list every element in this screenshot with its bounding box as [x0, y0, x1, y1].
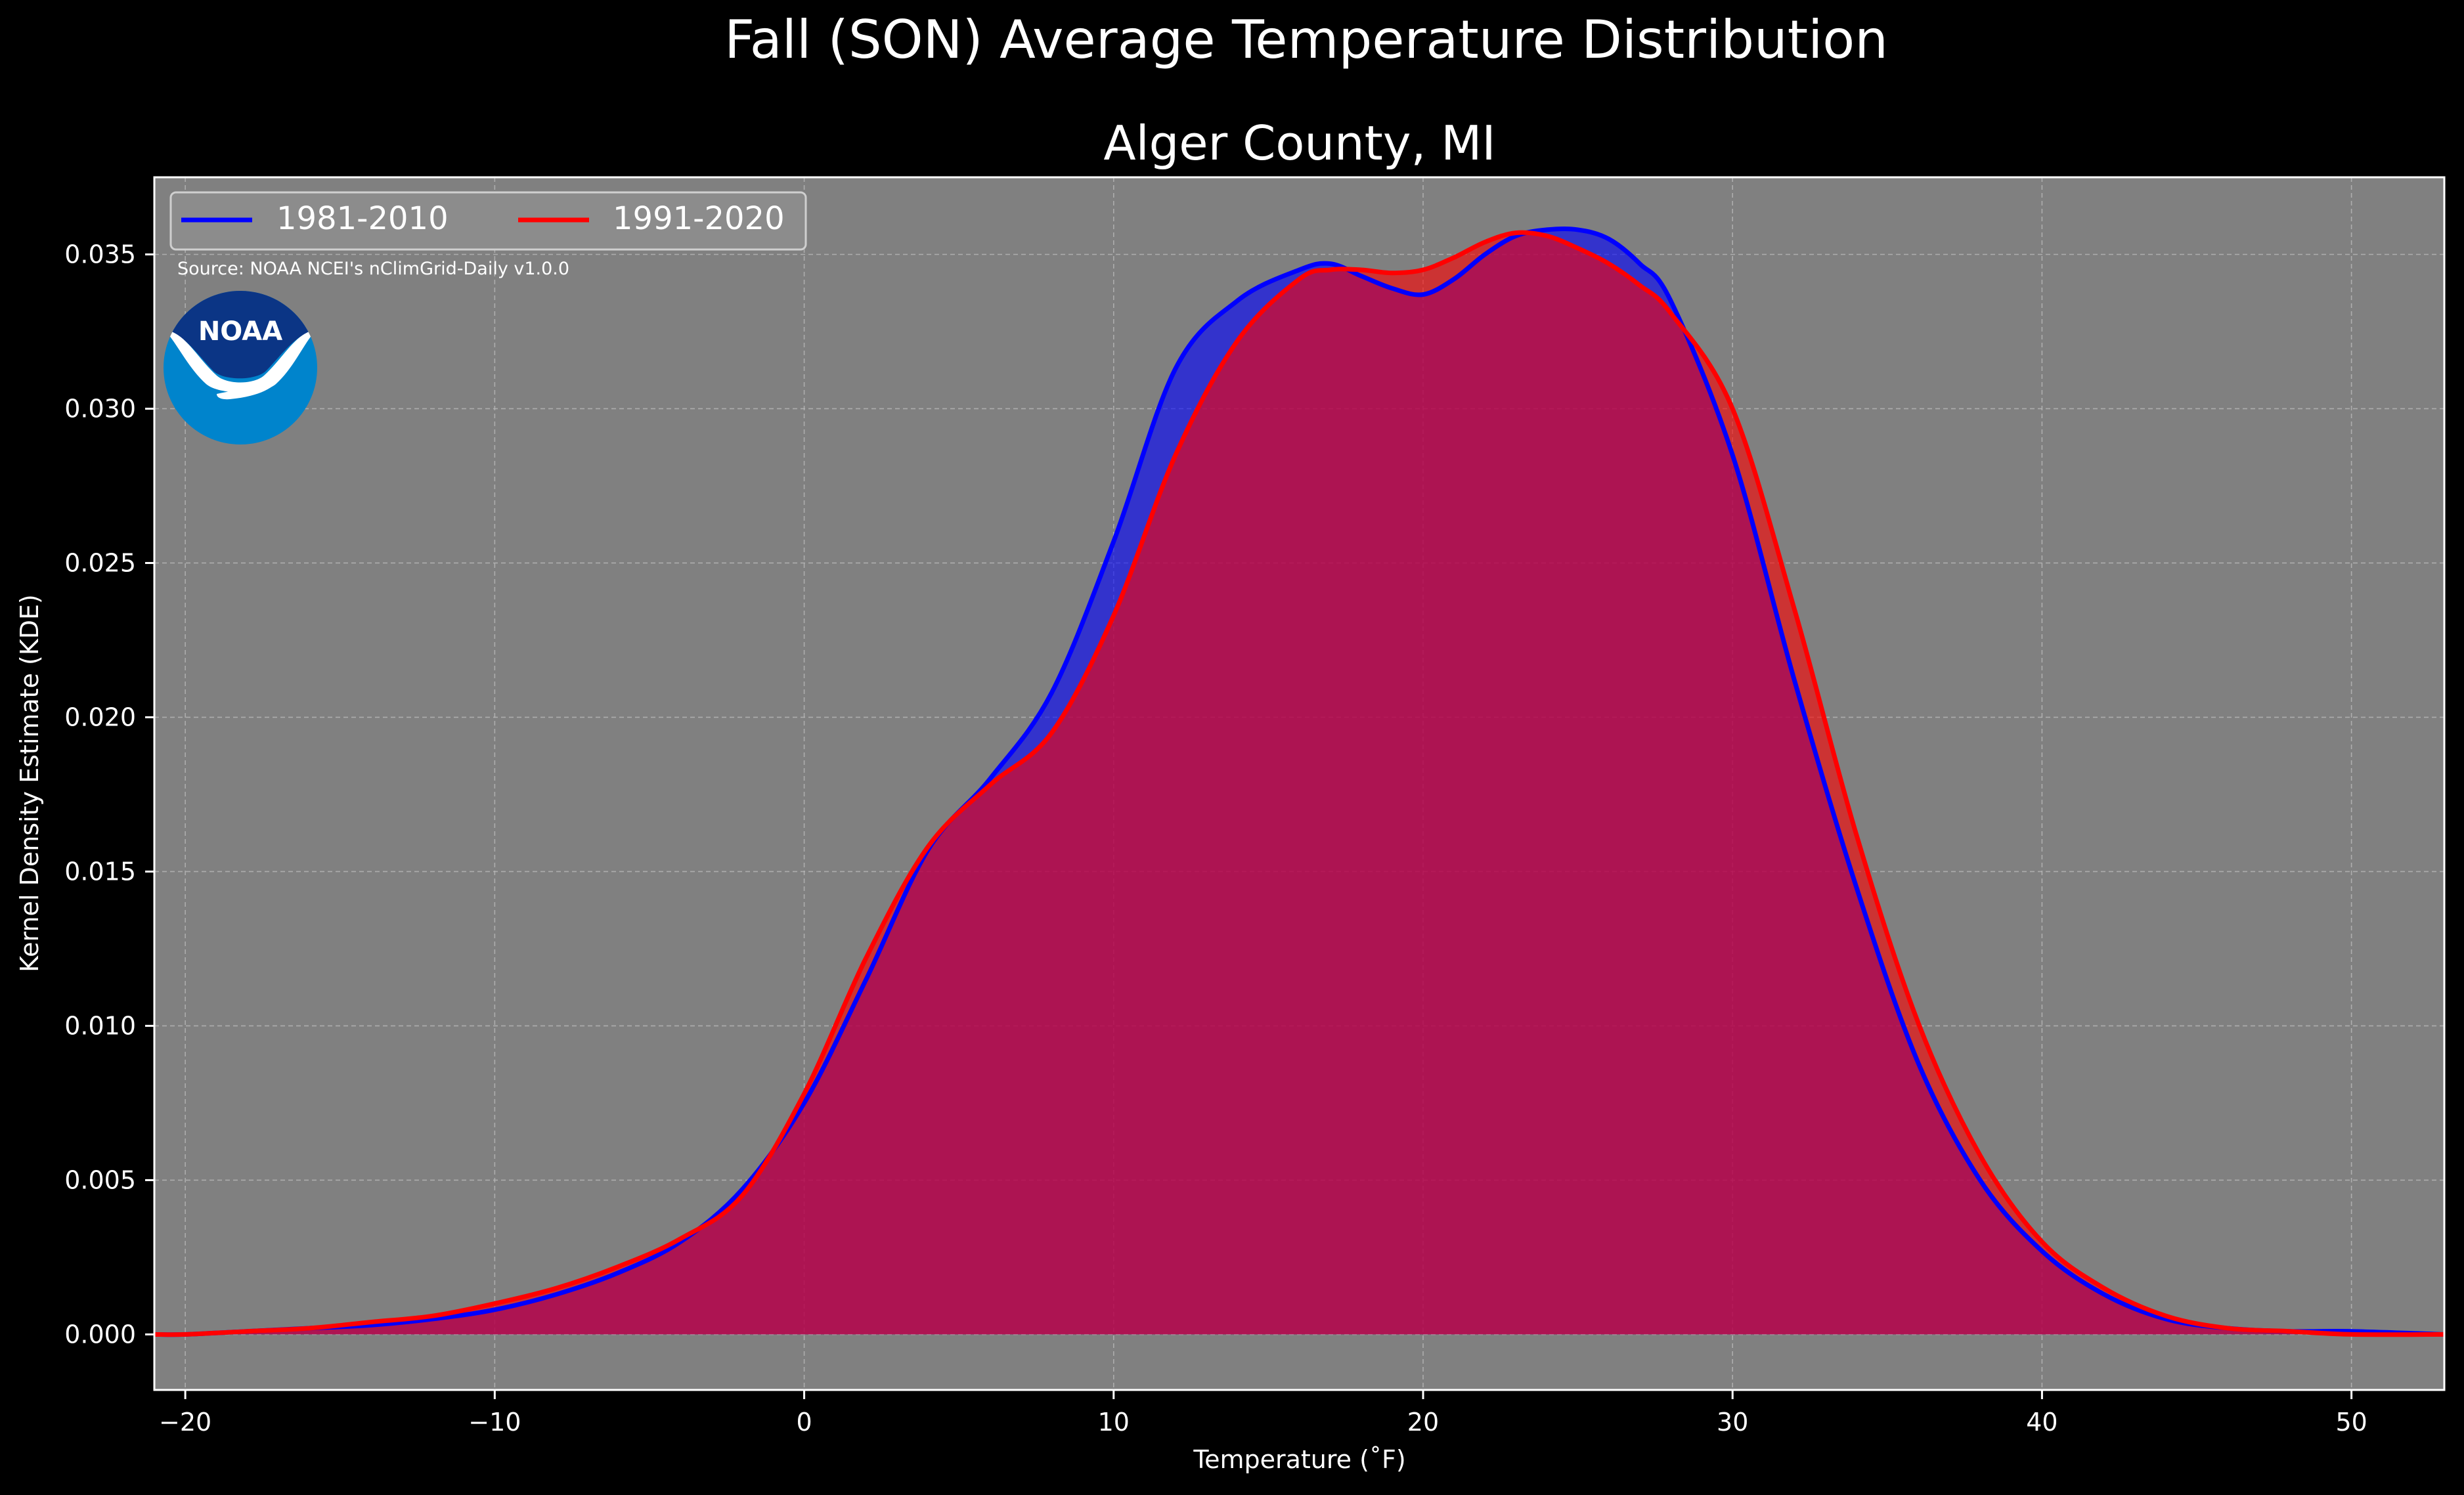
noaa-logo-text: NOAA: [198, 316, 282, 347]
x-tick-label: −10: [468, 1408, 521, 1437]
series-areas: [154, 228, 2444, 1335]
legend-label-1991-2020: 1991-2020: [613, 200, 785, 237]
y-axis-label: Kernel Density Estimate (KDE): [15, 594, 44, 972]
y-tick-label: 0.025: [64, 548, 136, 577]
noaa-logo: NOAA: [164, 291, 317, 444]
x-axis-label: Temperature (˚F): [1193, 1445, 1405, 1474]
noaa-logo-sky: [164, 291, 317, 379]
x-tick-label: 50: [2335, 1408, 2367, 1437]
y-tick-label: 0.020: [64, 703, 136, 731]
y-tick-label: 0.010: [64, 1011, 136, 1040]
x-tick-label: 10: [1098, 1408, 1130, 1437]
x-tick-label: 20: [1407, 1408, 1439, 1437]
y-tick-label: 0.015: [64, 857, 136, 886]
x-tick-label: 40: [2026, 1408, 2057, 1437]
y-tick-label: 0.035: [64, 240, 136, 269]
x-tick-label: 30: [1717, 1408, 1748, 1437]
y-axis: 0.000 0.005 0.010 0.015 0.020 0.025 0.030 0.035: [64, 240, 154, 1349]
y-tick-label: 0.000: [64, 1320, 136, 1349]
noaa-logo-bird-wing: [164, 330, 317, 393]
x-tick-label: −20: [159, 1408, 211, 1437]
noaa-logo-bird-tail: [217, 383, 276, 400]
chart-title: Fall (SON) Average Temperature Distribut…: [724, 9, 1888, 70]
legend: 1981-2010 1991-2020: [169, 191, 807, 251]
series-line-1981-2010: [154, 226, 2445, 1337]
y-tick-label: 0.030: [64, 394, 136, 423]
legend-box: [169, 191, 807, 251]
series-line-1991-2020: [154, 230, 2445, 1337]
series-lines: [154, 226, 2445, 1337]
x-axis: −20 −10 0 10 20 30 40 50: [159, 1390, 2367, 1437]
plot-frame: [153, 176, 2446, 1391]
chart-subtitle: Alger County, MI: [1103, 116, 1495, 171]
series-area-1991-2020: [154, 232, 2444, 1335]
x-tick-label: 0: [796, 1408, 812, 1437]
y-tick-label: 0.005: [64, 1165, 136, 1194]
source-note: Source: NOAA NCEI's nClimGrid-Daily v1.0…: [177, 259, 569, 279]
legend-label-1981-2010: 1981-2010: [276, 200, 449, 237]
